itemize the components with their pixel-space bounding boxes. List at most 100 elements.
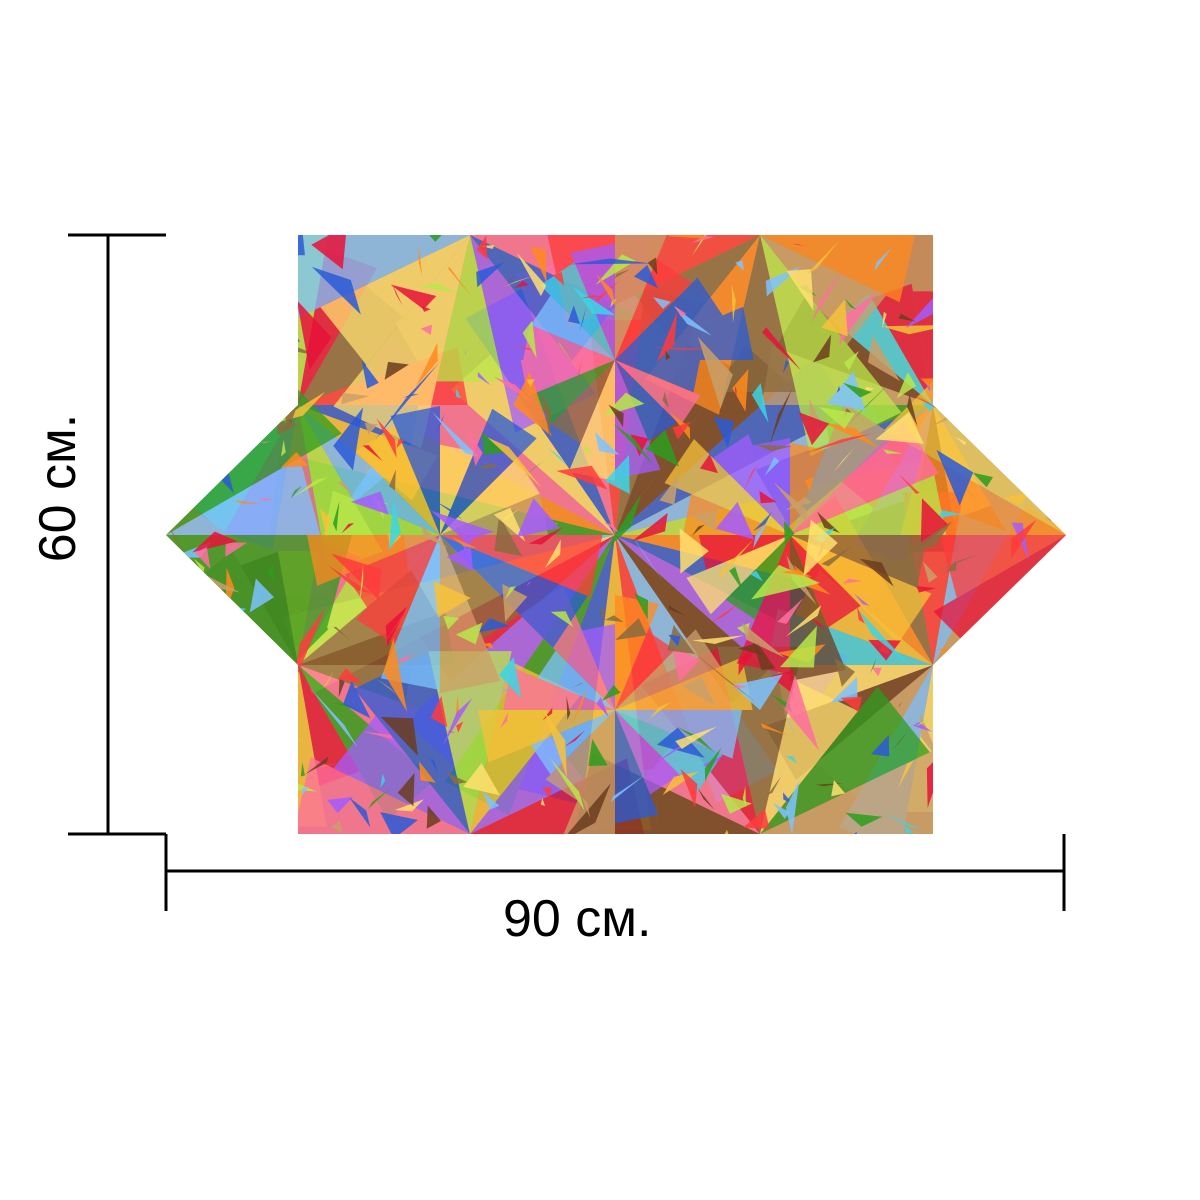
facet [493,376,534,405]
facet [869,657,877,674]
facet [178,271,198,279]
facet [479,462,500,469]
facet [691,235,715,244]
facet [596,697,609,717]
facet [225,665,298,808]
facet [898,474,920,494]
facet [697,337,733,409]
facet [287,235,305,256]
facet [203,235,216,245]
facet [760,834,951,917]
facet [979,756,996,767]
facet [1012,759,1031,777]
facet [1004,373,1031,391]
facet [1041,235,1055,252]
facet [394,799,425,812]
facet [777,597,804,624]
facet [616,695,651,727]
facet [804,433,872,454]
facet [476,235,488,260]
facet [615,360,700,393]
facet [195,775,204,798]
facet [601,684,621,701]
facet [530,246,547,283]
facet [954,436,967,446]
facet [656,791,658,834]
facet [166,235,221,263]
facet [596,274,616,308]
facet [311,235,347,270]
facet [202,654,232,677]
facet [434,500,463,520]
facet [220,354,250,373]
facet [476,262,504,288]
facet [229,716,251,729]
facet [741,835,745,840]
facet [331,553,382,601]
facet [933,665,1045,742]
facet [338,834,470,1040]
facet [946,338,961,342]
facet [309,687,358,748]
facet [193,506,209,521]
facet [552,272,565,286]
facet [470,61,671,235]
facet [514,281,529,288]
facet [233,279,261,297]
facet [440,408,537,535]
facet [900,521,952,556]
facet [1044,812,1066,828]
facet [870,735,890,757]
facet [809,399,820,420]
facet [208,325,248,358]
facet [784,674,819,751]
facet [451,536,478,549]
facet [199,676,203,689]
facet [187,624,208,689]
facet [353,52,470,235]
facet [203,345,229,356]
facet [200,239,206,260]
facet [938,809,951,834]
facet [1010,315,1041,342]
facet [234,460,252,476]
facet [421,235,443,242]
facet [735,260,744,271]
facet [843,350,859,371]
facet [790,402,892,535]
facet [561,710,615,834]
facet [615,306,754,360]
facet [1032,336,1050,368]
facet [764,456,780,476]
facet [1031,235,1058,254]
facet [216,608,244,629]
facet [622,521,664,583]
facet [615,629,721,710]
facet [734,385,737,401]
facet [1029,634,1042,660]
facet [171,646,180,650]
facet [380,773,386,788]
facet [939,552,982,571]
facet [171,695,209,708]
facet [669,412,691,440]
facet [977,341,1002,354]
facet [951,674,978,717]
facet [237,411,252,428]
facet [208,661,262,730]
facet [180,426,189,454]
facet [674,305,687,317]
facet [228,269,277,343]
facet [871,667,882,677]
facet [503,508,520,520]
facet [493,507,526,542]
facet [166,535,352,628]
facet [319,508,331,538]
facet [396,439,405,448]
facet [883,449,903,454]
facet [540,262,615,360]
facet [179,340,198,362]
facet [420,324,433,336]
facet [752,512,772,532]
facet [698,535,790,570]
